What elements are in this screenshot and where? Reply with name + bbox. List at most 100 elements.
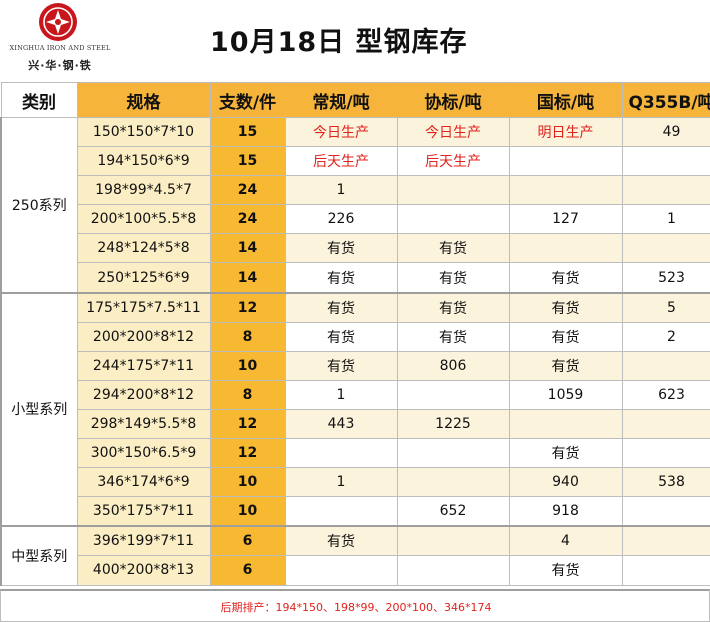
pieces-cell: 8	[209, 321, 286, 352]
q355b-cell	[621, 146, 710, 177]
pieces-cell: 12	[209, 438, 286, 469]
col-q355b-header: Q355B/吨	[621, 82, 710, 118]
brand-name-en: XINGHUA IRON AND STEEL	[9, 44, 111, 52]
q355b-cell	[621, 525, 710, 557]
guobiao-cell: 有货	[508, 321, 623, 352]
table-row: 346*174*6*9 10 1 940 538	[1, 467, 710, 498]
xiebiao-cell: 有货	[396, 291, 510, 323]
pieces-cell: 10	[209, 467, 286, 498]
regular-cell: 226	[284, 204, 398, 235]
company-logo: XINGHUA IRON AND STEEL 兴·华·钢·铁	[6, 2, 114, 74]
pieces-cell: 10	[209, 350, 286, 381]
regular-cell: 有货	[284, 291, 398, 323]
regular-cell: 后天生产	[284, 146, 398, 177]
table-row: 244*175*7*11 10 有货 806 有货	[1, 350, 710, 381]
spec-cell: 400*200*8*13	[76, 555, 211, 586]
xiebiao-cell	[396, 379, 510, 410]
col-category-header: 类别	[0, 82, 78, 118]
regular-cell: 443	[284, 408, 398, 440]
guobiao-cell: 918	[508, 496, 623, 527]
xiebiao-cell: 有货	[396, 233, 510, 264]
table-row: 250系列 150*150*7*10 15 今日生产 今日生产 明日生产 49	[0, 116, 710, 294]
q355b-cell	[621, 350, 710, 381]
xinghua-logo-icon	[39, 3, 77, 41]
q355b-cell	[621, 175, 710, 206]
xiebiao-cell	[396, 467, 510, 498]
regular-cell: 有货	[284, 350, 398, 381]
spec-cell: 175*175*7.5*11	[76, 291, 211, 323]
guobiao-cell: 940	[508, 467, 623, 498]
pieces-cell: 10	[209, 496, 286, 527]
guobiao-cell	[508, 233, 623, 264]
series-label: 小型系列	[0, 291, 78, 527]
regular-cell	[284, 555, 398, 586]
spec-cell: 350*175*7*11	[76, 496, 211, 527]
table-body: 250系列 150*150*7*10 15 今日生产 今日生产 明日生产 49 194*150…	[0, 116, 710, 586]
regular-cell: 1	[284, 467, 398, 498]
xiebiao-cell: 有货	[396, 321, 510, 352]
page-header: XINGHUA IRON AND STEEL 兴·华·钢·铁 10月18日 型钢…	[0, 0, 710, 80]
col-regular-header: 常规/吨	[284, 82, 398, 118]
regular-cell: 有货	[284, 321, 398, 352]
spec-cell: 200*100*5.5*8	[76, 204, 211, 235]
table-row: 248*124*5*8 14 有货 有货	[1, 233, 710, 264]
xiebiao-cell: 1225	[396, 408, 510, 440]
guobiao-cell: 1059	[508, 379, 623, 410]
spec-cell: 300*150*6.5*9	[76, 438, 211, 469]
spec-cell: 250*125*6*9	[76, 262, 211, 294]
table-row: 200*200*8*12 8 有货 有货 有货 2	[1, 321, 710, 352]
guobiao-cell	[508, 146, 623, 177]
series-label: 中型系列	[0, 525, 78, 586]
xiebiao-cell	[396, 438, 510, 469]
regular-cell: 今日生产	[284, 116, 398, 148]
table-row: 198*99*4.5*7 24 1	[1, 175, 710, 206]
guobiao-cell: 有货	[508, 291, 623, 323]
guobiao-cell: 明日生产	[508, 116, 623, 148]
q355b-cell	[621, 555, 710, 586]
table-row: 中型系列 396*199*7*11 6 有货 4	[0, 525, 710, 586]
q355b-cell	[621, 438, 710, 469]
pieces-cell: 24	[209, 175, 286, 206]
col-xiebiao-header: 协标/吨	[396, 82, 510, 118]
pieces-cell: 14	[209, 262, 286, 294]
xiebiao-cell: 652	[396, 496, 510, 527]
col-guobiao-header: 国标/吨	[508, 82, 623, 118]
regular-cell: 有货	[284, 525, 398, 557]
page-title: 10月18日 型钢库存	[210, 27, 468, 58]
q355b-cell: 623	[621, 379, 710, 410]
guobiao-cell: 有货	[508, 262, 623, 294]
pieces-cell: 14	[209, 233, 286, 264]
table-row: 300*150*6.5*9 12 有货	[1, 438, 710, 469]
table-row: 298*149*5.5*8 12 443 1225	[1, 408, 710, 440]
table-row: 350*175*7*11 10 652 918	[1, 496, 710, 527]
pieces-cell: 12	[209, 408, 286, 440]
q355b-cell: 538	[621, 467, 710, 498]
col-spec-header: 规格	[76, 82, 211, 118]
spec-cell: 346*174*6*9	[76, 467, 211, 498]
xiebiao-cell: 有货	[396, 262, 510, 294]
xiebiao-cell	[396, 525, 510, 557]
table-row: 194*150*6*9 15 后天生产 后天生产	[1, 146, 710, 177]
brand-name-cn: 兴·华·钢·铁	[28, 59, 92, 72]
inventory-table: 类别 规格 支数/件 常规/吨 协标/吨 国标/吨 Q355B/吨 250系列 1…	[0, 82, 710, 586]
pieces-cell: 8	[209, 379, 286, 410]
regular-cell	[284, 496, 398, 527]
regular-cell	[284, 438, 398, 469]
xiebiao-cell	[396, 555, 510, 586]
pieces-cell: 15	[209, 146, 286, 177]
xiebiao-cell	[396, 204, 510, 235]
spec-cell: 200*200*8*12	[76, 321, 211, 352]
pieces-cell: 12	[209, 291, 286, 323]
xiebiao-cell: 806	[396, 350, 510, 381]
table-row: 250*125*6*9 14 有货 有货 有货 523	[1, 262, 710, 294]
table-header-row: 类别 规格 支数/件 常规/吨 协标/吨 国标/吨 Q355B/吨	[0, 82, 710, 118]
regular-cell: 1	[284, 175, 398, 206]
guobiao-cell	[508, 408, 623, 440]
pieces-cell: 6	[209, 555, 286, 586]
table-row: 小型系列 175*175*7.5*11 12 有货 有货 有货 5	[0, 291, 710, 527]
spec-cell: 150*150*7*10	[76, 116, 211, 148]
guobiao-cell: 有货	[508, 350, 623, 381]
spec-cell: 294*200*8*12	[76, 379, 211, 410]
spec-cell: 248*124*5*8	[76, 233, 211, 264]
spec-cell: 194*150*6*9	[76, 146, 211, 177]
